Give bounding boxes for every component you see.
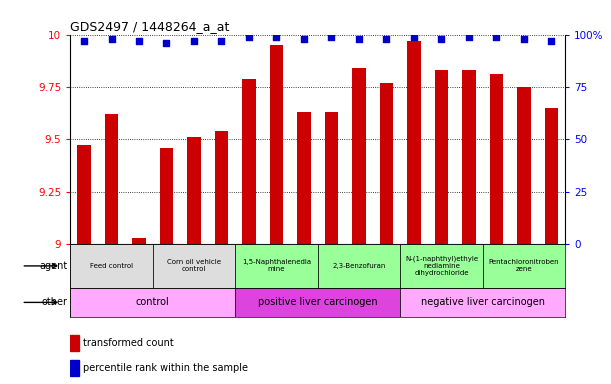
- Bar: [242, 78, 256, 244]
- Bar: [379, 83, 393, 244]
- Text: 1,5-Naphthalenedia
mine: 1,5-Naphthalenedia mine: [242, 260, 311, 272]
- Point: [327, 33, 337, 40]
- Bar: [407, 41, 421, 244]
- Bar: [187, 137, 201, 244]
- Bar: [517, 87, 531, 244]
- Bar: [235, 244, 318, 288]
- Bar: [483, 244, 565, 288]
- Text: Pentachloronitroben
zene: Pentachloronitroben zene: [489, 260, 559, 272]
- Point: [492, 33, 502, 40]
- Bar: [269, 45, 284, 244]
- Bar: [235, 288, 400, 317]
- Point: [381, 36, 392, 42]
- Bar: [214, 131, 229, 244]
- Point: [217, 38, 227, 44]
- Point: [547, 38, 557, 44]
- Point: [519, 36, 529, 42]
- Point: [161, 40, 171, 46]
- Point: [189, 38, 199, 44]
- Point: [107, 36, 117, 42]
- Bar: [70, 288, 235, 317]
- Text: GDS2497 / 1448264_a_at: GDS2497 / 1448264_a_at: [70, 20, 230, 33]
- Bar: [70, 335, 79, 351]
- Point: [354, 36, 364, 42]
- Bar: [70, 360, 79, 376]
- Text: other: other: [41, 297, 67, 308]
- Point: [409, 33, 419, 40]
- Text: control: control: [136, 297, 170, 308]
- Point: [244, 33, 254, 40]
- Bar: [297, 112, 311, 244]
- Point: [464, 33, 474, 40]
- Bar: [70, 244, 153, 288]
- Text: N-(1-naphthyl)ethyle
nediamine
dihydrochloride: N-(1-naphthyl)ethyle nediamine dihydroch…: [405, 256, 478, 276]
- Text: agent: agent: [39, 261, 67, 271]
- Bar: [132, 238, 146, 244]
- Point: [272, 33, 282, 40]
- Bar: [324, 112, 338, 244]
- Bar: [400, 288, 565, 317]
- Text: positive liver carcinogen: positive liver carcinogen: [258, 297, 378, 308]
- Bar: [400, 244, 483, 288]
- Text: Feed control: Feed control: [90, 263, 133, 269]
- Point: [437, 36, 447, 42]
- Bar: [352, 68, 366, 244]
- Bar: [462, 70, 476, 244]
- Point: [299, 36, 309, 42]
- Text: percentile rank within the sample: percentile rank within the sample: [82, 363, 247, 373]
- Bar: [489, 74, 503, 244]
- Text: transformed count: transformed count: [82, 338, 174, 348]
- Bar: [318, 244, 400, 288]
- Text: 2,3-Benzofuran: 2,3-Benzofuran: [332, 263, 386, 269]
- Bar: [104, 114, 119, 244]
- Bar: [544, 108, 558, 244]
- Text: Corn oil vehicle
control: Corn oil vehicle control: [167, 260, 221, 272]
- Point: [134, 38, 144, 44]
- Bar: [434, 70, 448, 244]
- Bar: [159, 147, 174, 244]
- Bar: [77, 146, 91, 244]
- Bar: [153, 244, 235, 288]
- Text: negative liver carcinogen: negative liver carcinogen: [421, 297, 544, 308]
- Point: [79, 38, 89, 44]
